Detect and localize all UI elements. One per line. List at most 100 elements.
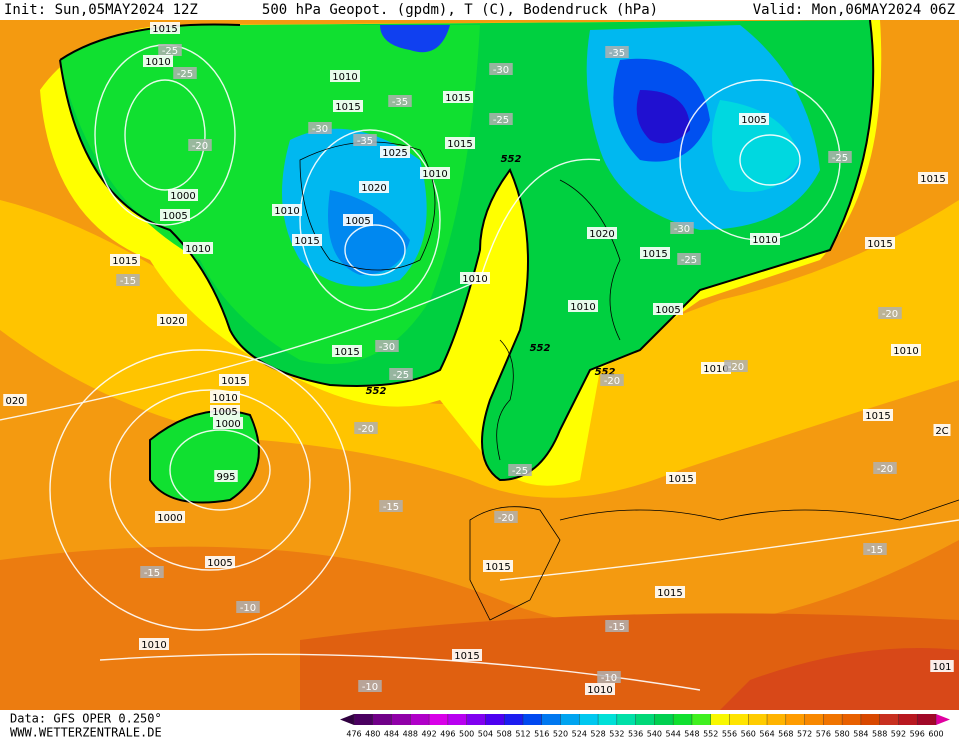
- colorbar-tick-label: 492: [421, 730, 436, 739]
- pressure-label-box: [918, 172, 948, 184]
- pressure-label: 101: [932, 662, 951, 673]
- colorbar-box: [710, 714, 730, 725]
- temp-label-box: [600, 374, 624, 386]
- pressure-label: 995: [216, 472, 235, 483]
- pressure-label-box: [183, 242, 213, 254]
- pressure-label: 1015: [335, 102, 360, 113]
- temp-label: -15: [609, 622, 625, 633]
- temp-label-box: [116, 274, 140, 286]
- pressure-label-box: [460, 272, 490, 284]
- pressure-label: 1015: [334, 347, 359, 358]
- temp-label: -30: [312, 124, 328, 135]
- temp-label-box: [236, 601, 260, 613]
- map-title: 500 hPa Geopot. (gpdm), T (C), Bodendruc…: [262, 2, 658, 18]
- pressure-label-box: [483, 560, 513, 572]
- pressure-label-box: [750, 233, 780, 245]
- pressure-label-box: [343, 214, 373, 226]
- colorbar-box: [541, 714, 561, 725]
- temp-label: -20: [604, 376, 620, 387]
- pressure-label-box: [666, 472, 696, 484]
- colorbar-box: [410, 714, 430, 725]
- pressure-label: 1015: [112, 256, 137, 267]
- temp-label: -25: [493, 115, 509, 126]
- pressure-label-box: [292, 234, 322, 246]
- pressure-label: 1010: [570, 302, 595, 313]
- pressure-label: 1010: [893, 346, 918, 357]
- colorbar-tick-label: 600: [928, 730, 943, 739]
- pressure-label: 1010: [587, 685, 612, 696]
- temp-label: -20: [882, 309, 898, 320]
- pressure-label: 1015: [221, 376, 246, 387]
- colorbar-tick-label: 588: [872, 730, 887, 739]
- temp-label: -25: [393, 370, 409, 381]
- temp-label: -20: [498, 513, 514, 524]
- colorbar-tick-label: 584: [853, 730, 868, 739]
- pressure-label: 1015: [445, 93, 470, 104]
- pressure-label: 1015: [447, 139, 472, 150]
- pressure-label: 1010: [703, 364, 728, 375]
- pressure-label-box: [443, 91, 473, 103]
- pressure-label: 1015: [668, 474, 693, 485]
- pressure-label: 1015: [454, 651, 479, 662]
- pressure-label: 1015: [867, 239, 892, 250]
- temp-label-box: [724, 360, 748, 372]
- height-label: 552: [530, 343, 551, 354]
- temp-label: -30: [493, 65, 509, 76]
- temp-label: -15: [144, 568, 160, 579]
- pressure-label-box: [143, 55, 173, 67]
- temp-label-box: [388, 95, 412, 107]
- colorbar-box: [673, 714, 693, 725]
- pressure-label-box: [420, 167, 450, 179]
- colorbar-tick-label: 568: [778, 730, 793, 739]
- colorbar-box: [767, 714, 787, 725]
- init-text: Init: Sun,05MAY2024 12Z: [4, 2, 198, 18]
- temp-label: -10: [601, 673, 617, 684]
- colorbar-box: [429, 714, 449, 725]
- temp-label-box: [389, 368, 413, 380]
- colorbar-tick-label: 576: [816, 730, 831, 739]
- pressure-label-box: [219, 374, 249, 386]
- valid-text: Valid: Mon,06MAY2024 06Z: [753, 2, 955, 18]
- temp-label: -35: [357, 136, 373, 147]
- pressure-label: 1015: [642, 249, 667, 260]
- pressure-label: 1010: [422, 169, 447, 180]
- pressure-label-box: [585, 683, 615, 695]
- colorbar-tick-label: 572: [797, 730, 812, 739]
- colorbar-box: [372, 714, 392, 725]
- pressure-label-box: [701, 362, 731, 374]
- temp-label: -10: [240, 603, 256, 614]
- temp-label-box: [308, 122, 332, 134]
- colorbar-box: [522, 714, 543, 725]
- colorbar-box: [748, 714, 768, 725]
- height-label: 552: [595, 367, 616, 378]
- pressure-label-box: [3, 394, 27, 406]
- pressure-label-box: [739, 113, 769, 125]
- pressure-label: 1010: [752, 235, 777, 246]
- pressure-label: 1020: [361, 183, 386, 194]
- colorbar-tick-label: 548: [684, 730, 699, 739]
- pressure-label: 1005: [741, 115, 766, 126]
- temp-label: -25: [832, 153, 848, 164]
- pressure-label-box: [168, 189, 198, 201]
- pressure-label-box: [210, 391, 240, 403]
- temp-label-box: [677, 253, 701, 265]
- colorbar-box: [635, 714, 655, 725]
- pressure-label: 1010: [145, 57, 170, 68]
- colorbar-tick-label: 516: [534, 730, 549, 739]
- colorbar-tick-label: 508: [497, 730, 512, 739]
- temp-label: -25: [162, 46, 178, 57]
- colorbar-tick-label: 496: [440, 730, 455, 739]
- colorbar-tick-label: 592: [891, 730, 906, 739]
- colorbar-box: [654, 714, 674, 725]
- temp-label-box: [494, 511, 518, 523]
- colorbar-box: [616, 714, 636, 725]
- pressure-label: 1010: [185, 244, 210, 255]
- pressure-label: 1015: [657, 588, 682, 599]
- temp-label-box: [379, 500, 403, 512]
- temp-label: -20: [192, 141, 208, 152]
- pressure-label-box: [214, 470, 238, 482]
- colorbar-box: [391, 714, 411, 725]
- pressure-label-box: [272, 204, 302, 216]
- pressure-label: 1015: [294, 236, 319, 247]
